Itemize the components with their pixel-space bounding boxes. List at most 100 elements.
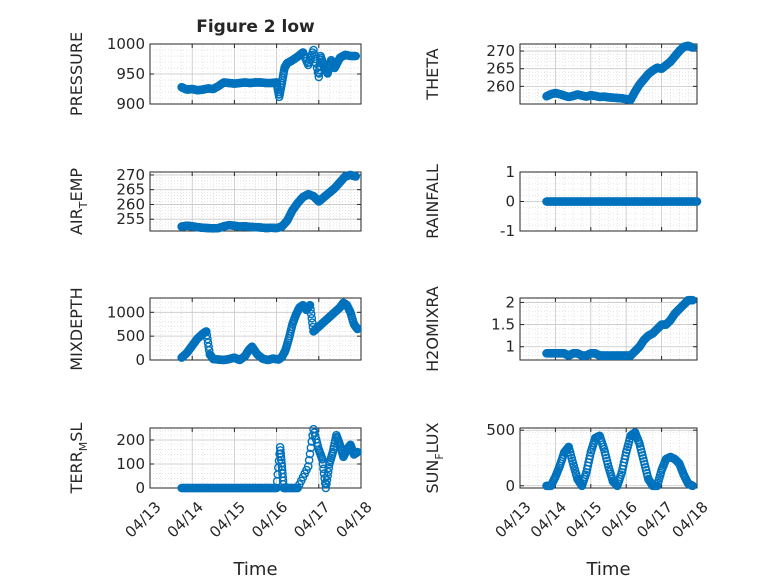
data-point — [276, 455, 286, 465]
data-point — [324, 463, 334, 473]
y-axis-label: RAINFALL — [423, 164, 442, 239]
data-point — [318, 454, 327, 464]
data-point — [323, 467, 333, 477]
data-point — [323, 471, 332, 481]
y-tick-label: 500 — [486, 421, 515, 439]
y-tick-label: 0 — [505, 193, 515, 211]
y-axis-label: PRESSURE — [67, 32, 86, 116]
y-label-main: TERR — [67, 451, 86, 494]
y-label-subscript: M — [77, 442, 90, 452]
axes-box — [519, 43, 698, 105]
y-axis-label: MIXDEPTH — [67, 287, 86, 370]
y-tick-label: 270 — [116, 166, 145, 184]
data-point — [621, 451, 630, 461]
y-tick-label: 200 — [116, 431, 145, 449]
subplot-pressure: 900 950 1000 PRESSURE Figure 2 low — [67, 17, 362, 116]
series-points — [177, 424, 362, 493]
y-axis-label: SUNFLUX — [423, 422, 446, 493]
data-point — [353, 324, 362, 334]
data-point — [688, 43, 697, 52]
y-label-main: THETA — [423, 48, 442, 100]
y-label-rest: EMP — [67, 168, 86, 202]
data-point — [305, 449, 315, 459]
y-tick-label: 265 — [116, 181, 145, 199]
data-point — [307, 313, 317, 323]
data-point — [303, 462, 313, 471]
series-points — [177, 298, 362, 365]
y-tick-label: 0 — [135, 479, 145, 497]
y-tick-label: 500 — [116, 327, 145, 345]
y-tick-label: 1.5 — [491, 316, 515, 334]
data-point — [306, 305, 315, 314]
y-label-main: RAINFALL — [423, 164, 442, 239]
y-tick-label: -1 — [500, 222, 515, 240]
x-axis-label: Time — [585, 559, 630, 580]
axes-box — [519, 297, 698, 361]
y-tick-label: 1000 — [107, 35, 145, 53]
data-point — [275, 442, 285, 452]
y-axis-label: H2OMIXRA — [423, 286, 442, 372]
y-tick-label: 260 — [116, 195, 145, 213]
data-point — [310, 50, 319, 59]
data-point — [304, 455, 314, 465]
y-tick-label: 0 — [135, 351, 145, 369]
data-point — [276, 446, 285, 455]
y-tick-label: 265 — [486, 60, 515, 78]
data-point — [351, 51, 361, 61]
data-point — [351, 172, 361, 181]
y-tick-label: 255 — [116, 210, 145, 228]
y-label-main: MIXDEPTH — [67, 287, 86, 370]
data-point — [692, 197, 702, 206]
y-label-rest: SL — [67, 423, 86, 442]
data-point — [688, 295, 697, 305]
series-points — [542, 41, 697, 105]
subplot-mixdepth: 0 500 1000 MIXDEPTH — [67, 287, 362, 371]
subplot-h2omixra: 1 1.5 2 H2OMIXRA — [423, 286, 698, 372]
series-points — [542, 428, 697, 491]
y-label-subscript: T — [77, 201, 90, 209]
y-tick-label: 1000 — [107, 303, 145, 321]
y-label-rest: LUX — [423, 422, 442, 453]
y-label-main: AIR — [67, 208, 86, 235]
y-tick-label: 950 — [116, 65, 145, 83]
data-point — [305, 300, 315, 310]
y-tick-label: 1 — [505, 338, 515, 356]
y-tick-label: 1 — [505, 163, 515, 181]
series-points — [177, 170, 361, 233]
series-points — [177, 45, 361, 102]
chart-title: Figure 2 low — [196, 17, 315, 37]
y-label-main: PRESSURE — [67, 32, 86, 116]
data-point — [585, 451, 595, 461]
x-axis-label: Time — [232, 559, 277, 580]
data-point — [322, 475, 332, 485]
series-points — [542, 197, 702, 206]
data-point — [306, 309, 316, 319]
data-point — [308, 318, 317, 327]
y-tick-label: 270 — [486, 42, 515, 60]
y-tick-label: 900 — [116, 95, 145, 113]
y-axis-label: AIRTEMP — [67, 168, 90, 235]
y-tick-label: 2 — [505, 293, 515, 311]
y-axis-label: THETA — [423, 48, 442, 100]
y-label-main: SUN — [423, 460, 442, 494]
y-axis-label: TERRMSL — [67, 423, 90, 495]
y-tick-label: 260 — [486, 77, 515, 95]
data-point — [276, 452, 286, 462]
y-tick-label: 100 — [116, 455, 145, 473]
data-point — [309, 45, 318, 55]
subplot-rainfall: -1 0 1 RAINFALL — [423, 163, 702, 240]
series-points — [542, 295, 697, 360]
y-label-main: H2OMIXRA — [423, 286, 442, 372]
data-point — [321, 483, 331, 493]
y-label-subscript: F — [433, 453, 446, 459]
data-point — [276, 449, 286, 458]
data-point — [322, 479, 331, 489]
axes-box — [519, 427, 698, 489]
data-point — [688, 481, 697, 491]
data-point — [353, 447, 362, 457]
y-tick-label: 0 — [505, 477, 515, 495]
